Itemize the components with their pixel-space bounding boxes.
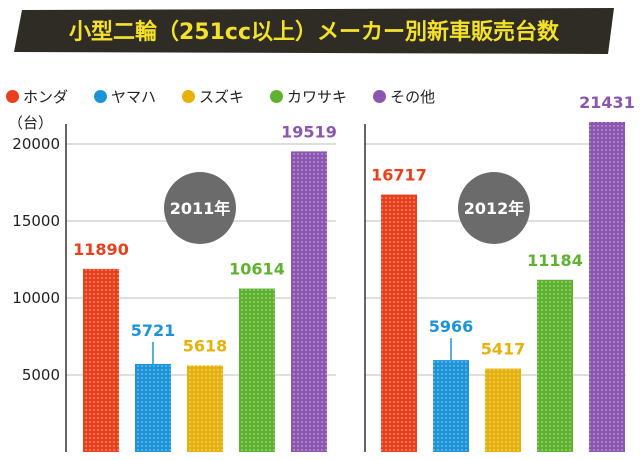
legend-item-kawasaki: カワサキ (270, 86, 347, 107)
value-label: 5966 (429, 317, 474, 336)
chart-title: 小型二輪（251cc以上）メーカー別新車販売台数 (69, 19, 560, 45)
value-label: 10614 (229, 260, 285, 279)
legend-item-suzuki: スズキ (182, 86, 244, 107)
y-tick-label: 20000 (12, 135, 60, 153)
bar-texture (485, 368, 521, 452)
title-banner: 小型二輪（251cc以上）メーカー別新車販売台数 (14, 8, 614, 54)
bar-texture (381, 194, 417, 452)
bar-texture (433, 360, 469, 452)
legend-label: カワサキ (287, 87, 348, 106)
legend-label: その他 (390, 87, 436, 106)
title-banner-shape (14, 8, 614, 54)
value-label: 5417 (481, 340, 526, 359)
legend-swatch (6, 89, 19, 103)
year-badge (458, 172, 530, 244)
y-tick-label: 10000 (12, 289, 60, 307)
y-tick-label: 15000 (12, 212, 60, 230)
bar-texture (589, 121, 625, 453)
legend-item-yamaha: ヤマハ (94, 86, 156, 107)
y-axis-unit-label: （台） (8, 114, 53, 132)
legend-swatch (94, 89, 108, 103)
legend-label: ヤマハ (111, 87, 157, 106)
value-label: 11890 (73, 240, 129, 259)
value-label: 11184 (527, 251, 583, 270)
bar-texture (239, 288, 275, 452)
legend-item-honda: ホンダ (6, 86, 68, 107)
value-label: 5721 (131, 321, 176, 340)
value-label: 16717 (371, 166, 427, 185)
year-badge (164, 172, 236, 244)
year-label: 2012年 (464, 199, 525, 218)
bar-texture (135, 363, 171, 452)
bar-texture (83, 268, 119, 452)
bar-texture (291, 151, 327, 452)
year-label: 2011年 (170, 199, 231, 218)
legend-swatch (373, 89, 387, 103)
legend-item-other: その他 (373, 86, 435, 107)
legend-swatch (270, 89, 284, 103)
legend-label: スズキ (199, 87, 245, 106)
bar-texture (187, 365, 223, 452)
legend-label: ホンダ (23, 87, 69, 106)
value-label: 21431 (579, 93, 635, 112)
value-label: 19519 (281, 122, 337, 141)
y-tick-label: 5000 (22, 366, 60, 384)
bar-texture (537, 279, 573, 452)
value-label: 5618 (183, 336, 228, 355)
legend-swatch (182, 89, 196, 103)
legend: ホンダ ヤマハ スズキ カワサキ その他 (6, 86, 461, 106)
